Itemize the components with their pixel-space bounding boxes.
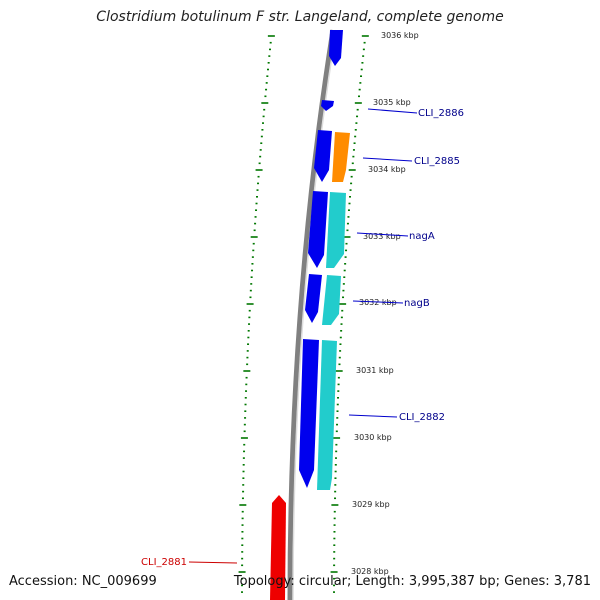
tick-label: 3035 kbp	[373, 98, 411, 107]
outer-tick-ring	[330, 35, 369, 593]
gene-feature-naga[interactable]	[308, 191, 328, 268]
accession-text: Accession: NC_009699	[9, 574, 157, 589]
leader-cli-2881	[188, 561, 238, 564]
leader-cli-2885	[362, 157, 413, 162]
gene-label-nagb[interactable]: nagB	[404, 298, 430, 309]
gene-feature-naga-cyan[interactable]	[326, 192, 346, 268]
gene-feature-nagb[interactable]	[305, 274, 322, 323]
tick-label: 3033 kbp	[363, 232, 401, 241]
gene-label-cli-2885[interactable]: CLI_2885	[414, 156, 460, 167]
tick-label: 3031 kbp	[356, 366, 394, 375]
leader-nagb	[352, 300, 404, 304]
tick-label: 3029 kbp	[352, 500, 390, 509]
gene-feature-cli-2881[interactable]	[270, 495, 286, 600]
gene-feature-cli-2885-orange[interactable]	[332, 132, 350, 182]
gene-label-cli-2886[interactable]: CLI_2886	[418, 108, 464, 119]
gene-feature-cli-2882-cyan[interactable]	[317, 340, 337, 490]
tick-label: 3036 kbp	[381, 31, 419, 40]
gene-feature-cli-2886[interactable]	[321, 100, 334, 111]
gene-label-cli-2882[interactable]: CLI_2882	[399, 412, 445, 423]
tick-label: 3028 kbp	[351, 567, 389, 576]
gene-label-naga[interactable]: nagA	[409, 231, 435, 242]
inner-tick-ring	[238, 35, 275, 593]
leader-naga	[356, 232, 409, 237]
genome-summary: Topology: circular; Length: 3,995,387 bp…	[233, 574, 591, 589]
gene-feature-nagb-cyan[interactable]	[322, 275, 341, 325]
leader-cli-2886	[367, 108, 418, 114]
map-title: Clostridium botulinum F str. Langeland, …	[96, 9, 504, 25]
gene-feature-top[interactable]	[329, 30, 343, 66]
gene-feature-cli-2882-blue[interactable]	[299, 339, 319, 488]
tick-label: 3030 kbp	[354, 433, 392, 442]
tick-label: 3034 kbp	[368, 165, 406, 174]
tick-label: 3032 kbp	[359, 298, 397, 307]
leader-cli-2882	[348, 414, 398, 418]
gene-feature-cli-2885-blue[interactable]	[314, 130, 332, 182]
gene-label-cli-2881[interactable]: CLI_2881	[141, 557, 187, 568]
